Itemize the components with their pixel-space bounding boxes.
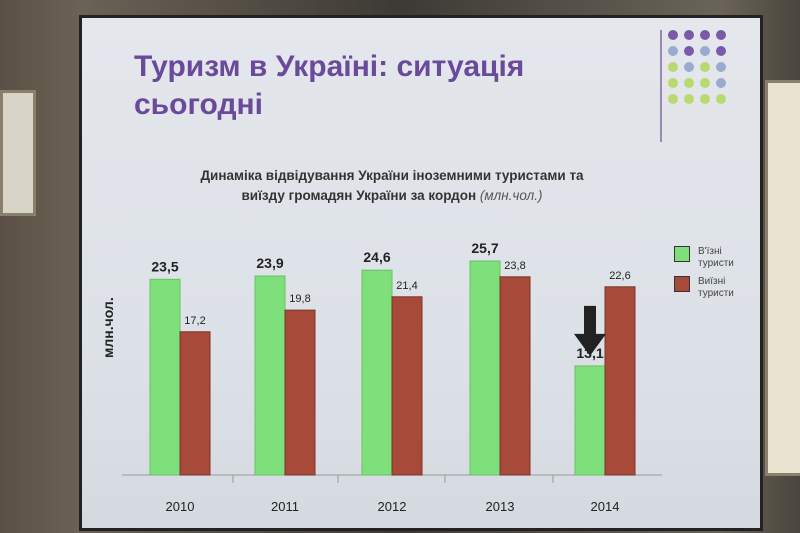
bar-outbound	[499, 276, 531, 476]
dot	[700, 94, 710, 104]
x-tick-label: 2011	[271, 499, 299, 514]
chart-title-line-2: виїзду громадян України за кордон	[241, 188, 477, 203]
decorative-dots	[668, 30, 726, 104]
data-label: 17,2	[184, 315, 205, 327]
legend-label: В'їзні туристи	[698, 246, 734, 269]
y-axis-label: млн.чол.	[100, 297, 116, 358]
bar-outbound	[179, 331, 211, 476]
x-tick-label: 2012	[378, 499, 407, 514]
dot	[684, 30, 694, 40]
dot	[700, 62, 710, 72]
x-tick-label: 2014	[591, 499, 620, 514]
data-label: 24,6	[363, 249, 390, 265]
dot	[668, 30, 678, 40]
dot	[716, 78, 726, 88]
bar-inbound	[149, 278, 181, 476]
legend-swatch	[674, 276, 690, 292]
dot	[716, 62, 726, 72]
legend-item-outbound: Виїзні туристи	[674, 276, 748, 300]
x-tick-label: 2013	[486, 499, 515, 514]
x-tick-label: 2010	[166, 499, 195, 514]
title-line-2: сьогодні	[134, 88, 263, 121]
legend: В'їзні туристи Виїзні туристи	[674, 246, 748, 306]
legend-swatch	[674, 246, 690, 262]
wall-map	[765, 80, 800, 476]
projected-slide: Туризм в Україні: ситуація сьогодні 23,5…	[82, 18, 760, 528]
dot	[700, 78, 710, 88]
dot	[684, 78, 694, 88]
data-label: 23,9	[256, 255, 283, 271]
dot	[684, 46, 694, 56]
dot	[684, 94, 694, 104]
legend-label: Виїзні туристи	[698, 276, 734, 299]
dot	[668, 62, 678, 72]
data-label: 22,6	[609, 270, 630, 282]
dot	[684, 62, 694, 72]
dot	[716, 46, 726, 56]
legend-item-inbound: В'їзні туристи	[674, 246, 748, 270]
bar-inbound	[574, 365, 606, 476]
bar-inbound	[469, 260, 501, 476]
bar-outbound	[284, 309, 316, 476]
dot	[700, 30, 710, 40]
dot	[716, 30, 726, 40]
wall-picture	[0, 90, 36, 216]
bar-chart: 23,5 17,2 2010 23,9 19,8 2011 24,6 21,4 2012 25,7…	[122, 240, 662, 514]
title-line-1: Туризм в Україні: ситуація	[134, 50, 525, 83]
dot	[716, 94, 726, 104]
bar-inbound	[361, 269, 393, 476]
dot	[700, 46, 710, 56]
down-arrow-icon	[574, 305, 606, 356]
dot	[668, 78, 678, 88]
bar-outbound	[604, 286, 636, 476]
slide-title: Туризм в Україні: ситуація сьогодні	[134, 48, 524, 124]
decorative-line	[660, 30, 662, 142]
data-label: 23,5	[151, 258, 178, 274]
dot	[668, 46, 678, 56]
data-label: 21,4	[396, 280, 417, 292]
data-label: 19,8	[289, 293, 310, 305]
chart-title-line-1: Динаміка відвідування України іноземними…	[200, 168, 584, 183]
data-label: 25,7	[471, 240, 498, 256]
chart-title: Динаміка відвідування України іноземними…	[142, 166, 642, 206]
bar-inbound	[254, 275, 286, 476]
dot	[668, 94, 678, 104]
data-label: 23,8	[504, 260, 525, 272]
chart-title-unit: (млн.чол.)	[479, 188, 543, 203]
bar-outbound	[391, 296, 423, 476]
